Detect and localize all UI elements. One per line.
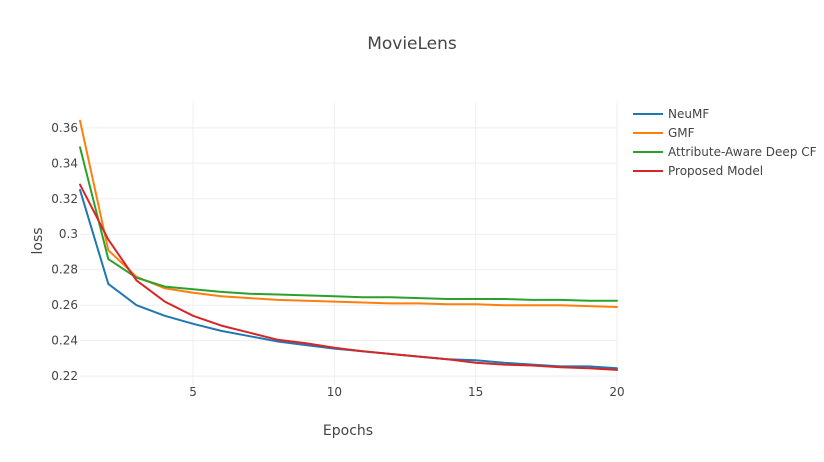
x-tick-label: 15 [468,385,483,399]
chart-title: MovieLens [367,34,457,54]
axis-ticks: 0.22 0.24 0.26 0.28 0.3 0.32 0.34 0.36 5 10 15 20 [51,121,624,399]
x-tick-label: 5 [189,385,197,399]
series-line-proposed-model [79,183,618,371]
y-tick-label: 0.34 [51,156,78,170]
series-lines [79,119,618,371]
legend-label-proposed-model: Proposed Model [668,164,763,178]
series-line-gmf [79,119,618,308]
x-axis-title: Epochs [323,423,373,439]
y-tick-label: 0.22 [51,369,78,383]
x-tick-label: 10 [327,385,342,399]
legend-label-attribute-aware-deep-cf: Attribute-Aware Deep CF [668,145,817,159]
y-axis-title: loss [30,227,46,254]
y-tick-label: 0.28 [51,263,78,277]
series-line-neumf [79,188,618,370]
series-line-attribute-aware-deep-cf [79,146,618,302]
legend: NeuMF GMF Attribute-Aware Deep CF Proposed … [633,107,817,178]
legend-label-gmf: GMF [668,126,695,140]
x-tick-label: 20 [609,385,624,399]
y-tick-label: 0.26 [51,298,78,312]
y-tick-label: 0.32 [51,192,78,206]
grid [80,103,618,385]
y-tick-label: 0.3 [59,227,78,241]
y-tick-label: 0.24 [51,334,78,348]
y-tick-label: 0.36 [51,121,78,135]
legend-label-neumf: NeuMF [668,107,709,121]
